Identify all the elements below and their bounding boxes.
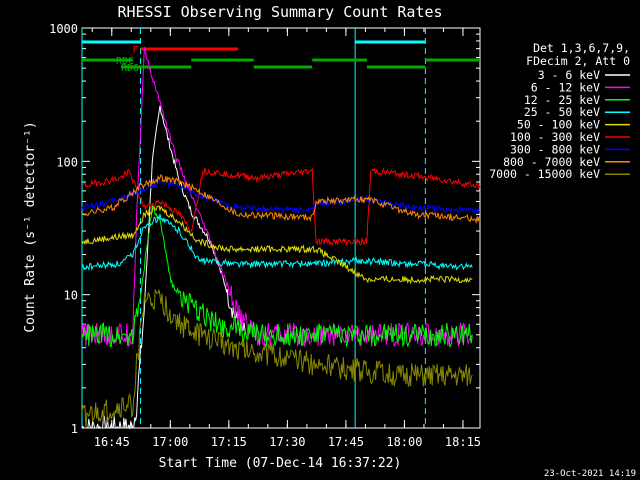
x-tick-label: 17:45	[328, 435, 364, 449]
chart-title: RHESSI Observing Summary Count Rates	[117, 3, 442, 21]
x-tick-label: 18:15	[445, 435, 481, 449]
series-line-25-50-kev	[81, 214, 473, 271]
y-tick-label: 1000	[49, 22, 78, 36]
series-line-800-7000-kev	[81, 174, 481, 224]
legend: Det 1,3,6,7,9,FDecim 2, Att 03 - 6 keV6 …	[489, 41, 630, 181]
series-line-50-100-kev	[81, 205, 473, 285]
series-line-100-300-kev	[81, 167, 481, 247]
x-tick-label: 17:00	[152, 435, 188, 449]
axes: 16:45 17:00 17:15 17:30 17:45 18:00 18:15 1 10 10…	[49, 22, 481, 449]
legend-label: 3 - 6 keV	[538, 68, 600, 82]
legend-label: 25 - 50 keV	[524, 105, 600, 119]
legend-label: 50 - 100 keV	[517, 118, 600, 132]
flag-label-f: F	[132, 45, 138, 56]
series-line-300-800-kev	[81, 179, 481, 215]
legend-header: FDecim 2, Att 0	[526, 54, 630, 68]
series-line-3-6-kev	[81, 105, 247, 430]
x-tick-label: 16:45	[94, 435, 130, 449]
x-tick-label: 18:00	[386, 435, 422, 449]
legend-label: 800 - 7000 keV	[503, 155, 600, 169]
series-line-6-12-kev	[81, 46, 473, 347]
legend-label: 100 - 300 keV	[510, 130, 600, 144]
y-tick-label: 100	[56, 155, 78, 169]
flag-label-rdc: RDC	[116, 56, 134, 67]
series-line-7000-15000-kev	[81, 289, 473, 429]
legend-label: 300 - 800 keV	[510, 142, 600, 156]
date-stamp: 23-Oct-2021 14:19	[544, 469, 636, 479]
x-tick-label: 17:15	[211, 435, 247, 449]
legend-label: 6 - 12 keV	[531, 80, 600, 94]
y-tick-label: 10	[64, 289, 78, 303]
series-lines	[81, 46, 481, 430]
flag-label-rd6: RD6	[121, 63, 139, 74]
legend-header: Det 1,3,6,7,9,	[533, 41, 630, 55]
legend-label: 12 - 25 keV	[524, 93, 600, 107]
legend-label: 7000 - 15000 keV	[489, 167, 600, 181]
x-tick-label: 17:30	[269, 435, 305, 449]
y-axis-label: Count Rate (s⁻¹ detector⁻¹)	[23, 121, 38, 332]
y-tick-label: 1	[71, 422, 78, 436]
x-axis-label: Start Time (07-Dec-14 16:37:22)	[159, 456, 402, 471]
series-line-12-25-kev	[81, 204, 473, 348]
